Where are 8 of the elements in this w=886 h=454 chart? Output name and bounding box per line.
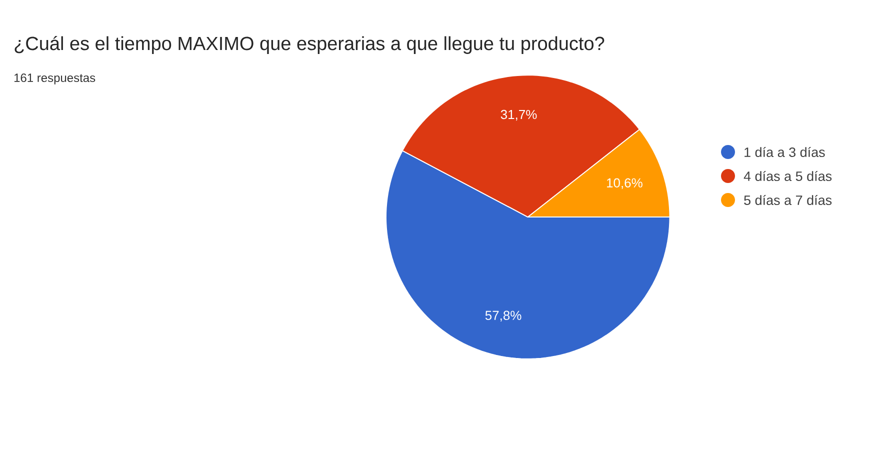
data-label: 31,7%	[500, 110, 537, 121]
legend-label: 1 día a 3 días	[744, 146, 825, 158]
data-label: 57,8%	[485, 310, 522, 322]
legend-label: 4 días a 5 días	[744, 170, 832, 182]
chart-title: ¿Cuál es el tiempo MAXIMO que esperarias a que llegue tu producto?	[14, 36, 604, 54]
text: 161 respuestas	[14, 74, 96, 84]
data-label: 10,6%	[607, 178, 642, 190]
legend-label: 5 días a 7 días	[744, 194, 832, 206]
